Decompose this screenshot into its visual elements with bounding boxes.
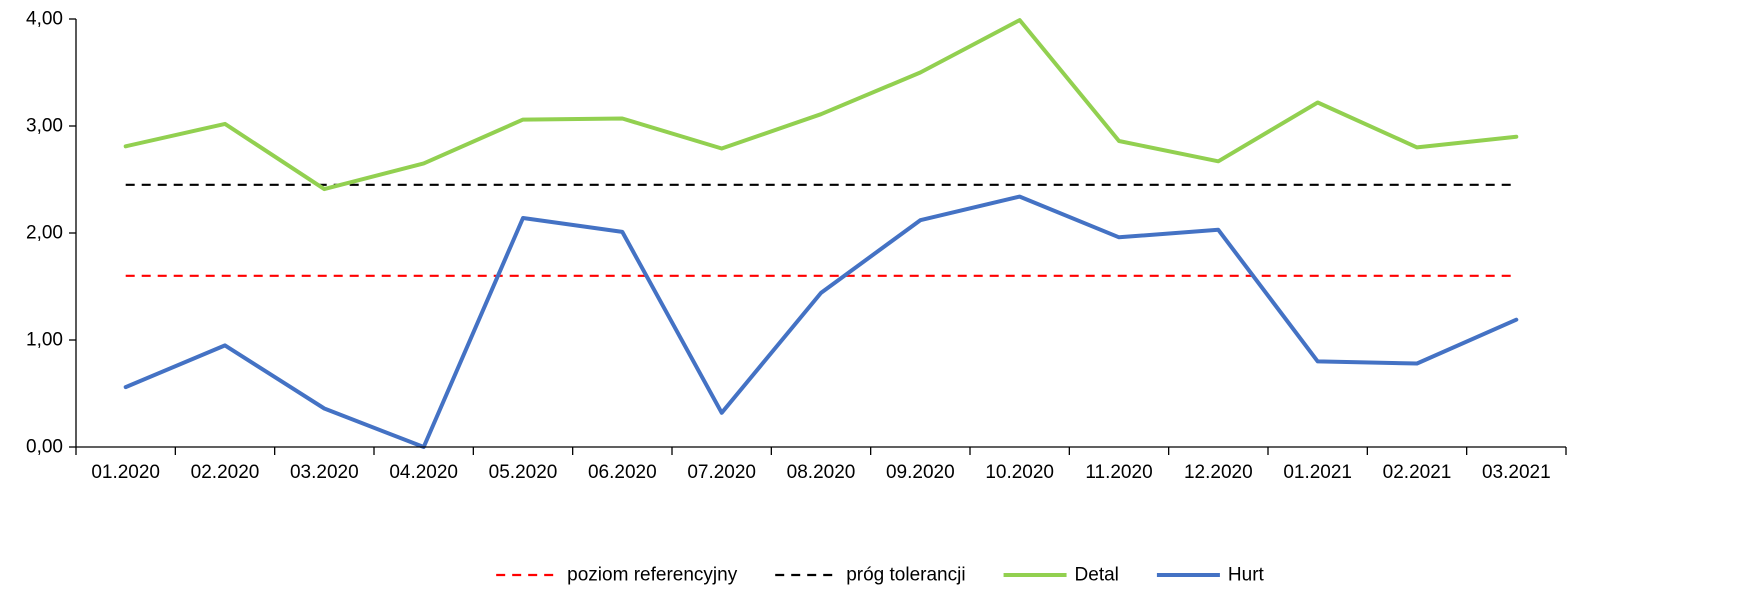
x-tick-label: 02.2020	[191, 462, 260, 483]
x-tick-label: 04.2020	[389, 462, 458, 483]
legend-label-3: Detal	[1075, 565, 1119, 586]
legend-label-4: Hurt	[1228, 565, 1265, 586]
series-line-4	[123, 194, 1519, 449]
legend-label-2: próg tolerancji	[846, 565, 965, 586]
x-tick-label: 01.2020	[91, 462, 160, 483]
x-tick-label: 01.2021	[1283, 462, 1352, 483]
legend: poziom referencyjny próg tolerancji Detal H…	[496, 565, 1265, 586]
x-tick-label: 08.2020	[787, 462, 856, 483]
y-tick-label: 2,00	[26, 223, 63, 244]
ticks-layer: 0,00 1,00 2,00 3,00 4,00 01.2020 02.2020 03.202…	[26, 9, 1551, 484]
x-tick-label: 02.2021	[1383, 462, 1452, 483]
series-layer	[123, 18, 1519, 449]
x-tick-label: 10.2020	[985, 462, 1054, 483]
series-line-3	[123, 18, 1519, 192]
x-tick-label: 03.2020	[290, 462, 359, 483]
x-tick-label: 06.2020	[588, 462, 657, 483]
y-tick-label: 0,00	[26, 437, 63, 458]
x-tick-label: 09.2020	[886, 462, 955, 483]
x-tick-label: 03.2021	[1482, 462, 1551, 483]
x-tick-label: 07.2020	[687, 462, 756, 483]
y-tick-label: 1,00	[26, 330, 63, 351]
axes-layer	[69, 18, 1567, 455]
y-tick-label: 4,00	[26, 9, 63, 30]
y-tick-label: 3,00	[26, 116, 63, 137]
legend-label-1: poziom referencyjny	[567, 565, 738, 586]
x-tick-label: 12.2020	[1184, 462, 1253, 483]
x-tick-label: 11.2020	[1085, 462, 1152, 483]
x-tick-label: 05.2020	[489, 462, 558, 483]
